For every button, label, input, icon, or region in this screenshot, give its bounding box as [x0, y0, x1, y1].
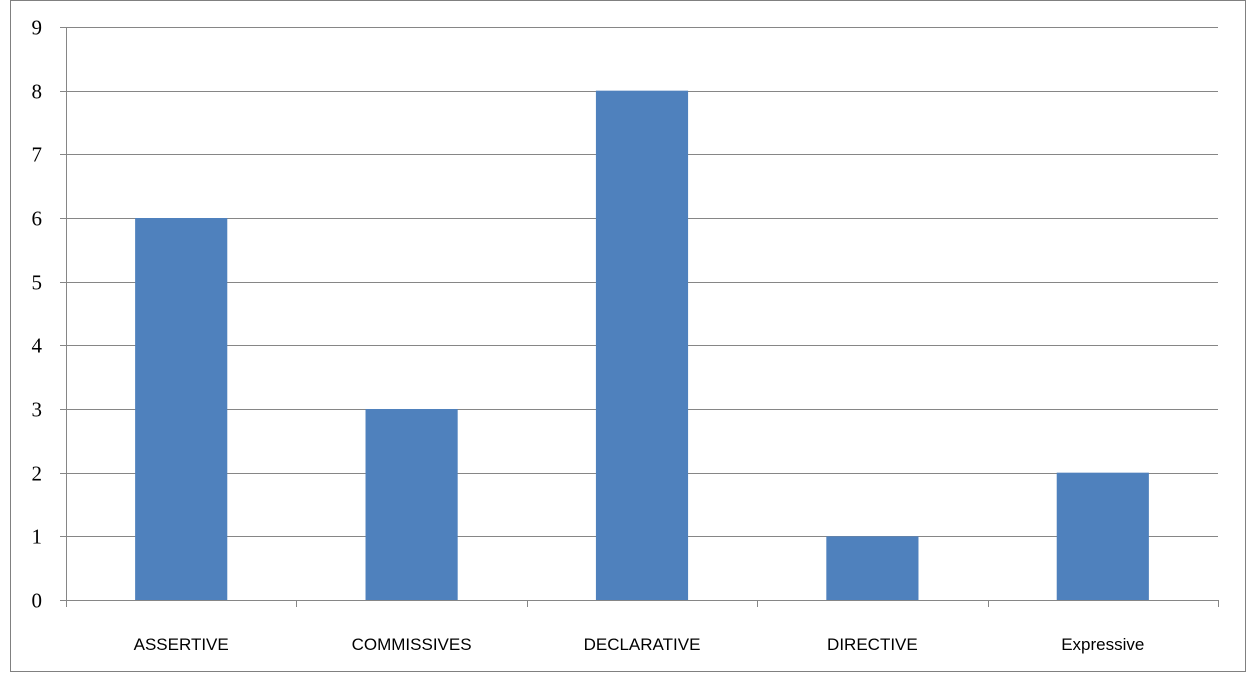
bar-assertive	[135, 218, 228, 600]
y-tick-label: 0	[32, 589, 43, 613]
x-tick-label: DIRECTIVE	[827, 635, 918, 654]
bar-commissives	[365, 409, 458, 600]
bar-declarative	[595, 90, 689, 601]
y-tick-label: 5	[32, 271, 43, 295]
y-tick-label: 3	[32, 398, 43, 422]
y-tick-label: 6	[32, 207, 43, 231]
x-tick-label: Expressive	[1061, 635, 1144, 654]
axes	[60, 27, 1219, 607]
y-tick-label: 4	[32, 334, 43, 358]
y-axis-tick-labels: 0 1 2 3 4 5 6 7 8 9	[32, 16, 43, 613]
x-tick-label: COMMISSIVES	[352, 635, 472, 654]
bar-directive	[826, 536, 919, 600]
x-tick-label: DECLARATIVE	[584, 635, 701, 654]
x-tick-label: ASSERTIVE	[134, 635, 229, 654]
y-tick-label: 9	[32, 16, 43, 40]
y-tick-label: 2	[32, 462, 43, 486]
bars	[135, 90, 1149, 601]
y-tick-label: 7	[32, 143, 43, 167]
y-tick-label: 1	[32, 525, 43, 549]
x-axis-tick-labels: ASSERTIVE COMMISSIVES DECLARATIVE DIRECTIVE…	[134, 635, 1145, 654]
y-tick-label: 8	[32, 80, 43, 104]
bar-expressive	[1056, 472, 1149, 600]
